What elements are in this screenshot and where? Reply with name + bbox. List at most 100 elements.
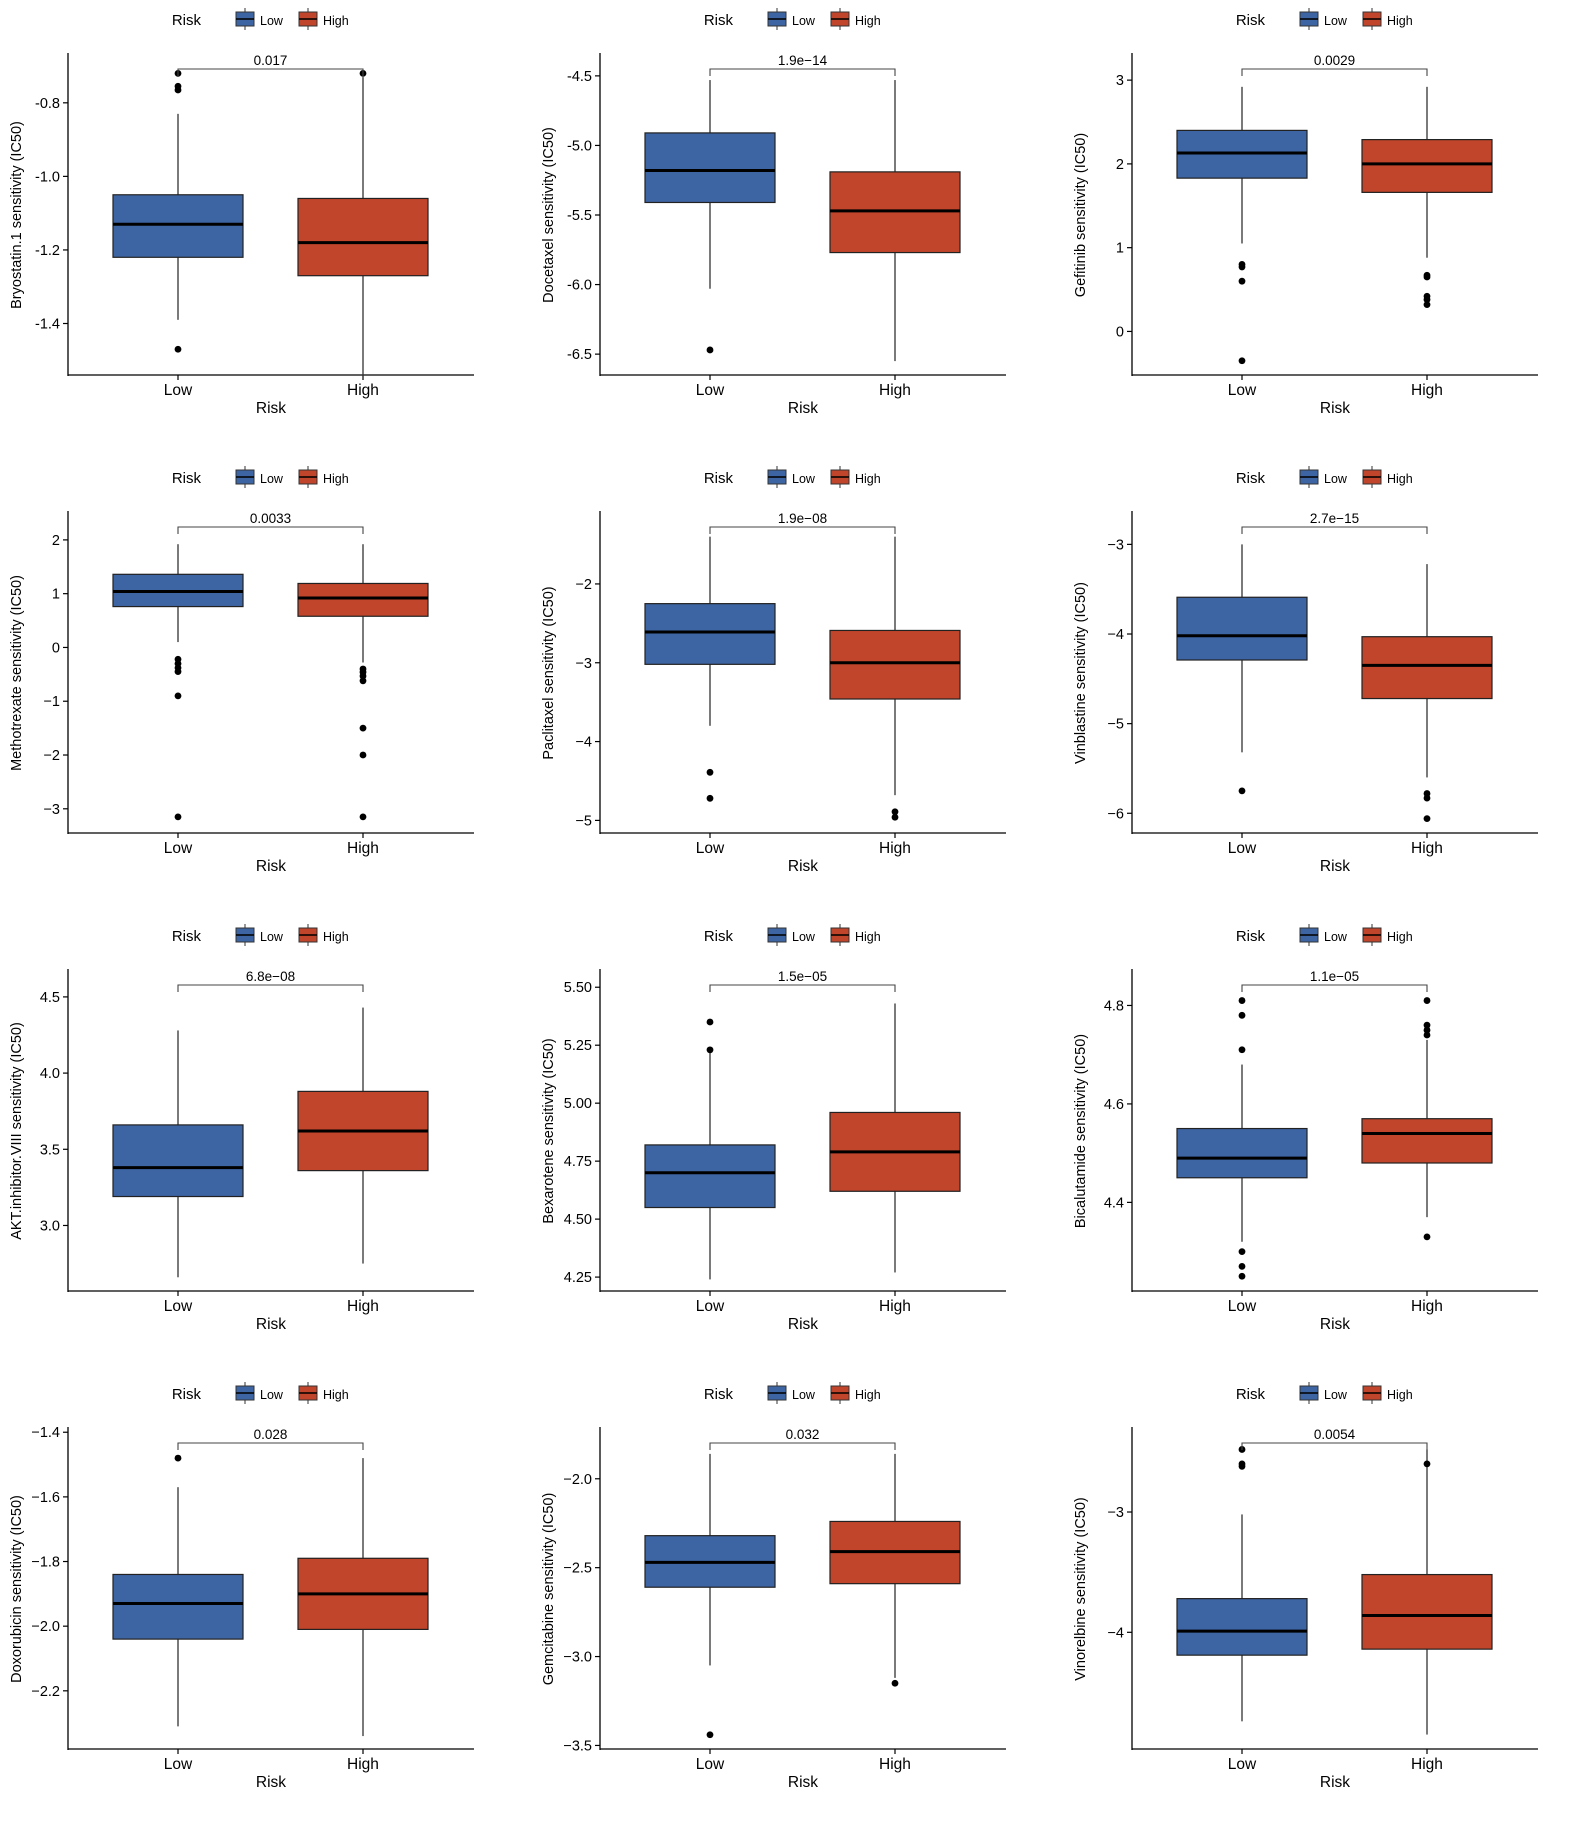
legend-label-high: High <box>323 14 349 28</box>
legend-title: Risk <box>172 12 202 29</box>
legend-key-low <box>235 8 255 30</box>
box-high <box>829 536 961 821</box>
iqr-box <box>112 1573 244 1640</box>
x-tick-label-high: High <box>347 840 379 857</box>
outlier-point <box>359 724 367 732</box>
outlier-point <box>706 1046 714 1054</box>
boxplot-svg: Risk Low High 2 1 0 −1 −2 −3 Methotrexate sensiti… <box>9 466 474 875</box>
x-axis-label: Risk <box>256 1316 286 1333</box>
legend-key-high <box>830 924 850 946</box>
outlier-point <box>891 1679 899 1687</box>
legend: Risk Low High <box>704 8 881 30</box>
x-tick-label-high: High <box>879 382 911 399</box>
iqr-box <box>1361 636 1493 700</box>
legend-title: Risk <box>1236 12 1266 29</box>
legend: Risk Low High <box>704 924 881 946</box>
outlier-point <box>1238 357 1246 365</box>
x-tick-label-low: Low <box>1228 1756 1257 1773</box>
box-low <box>1176 997 1308 1280</box>
significance-bracket <box>177 1442 364 1450</box>
significance-bracket <box>1241 984 1428 992</box>
y-tick-label: −3.5 <box>563 1738 592 1754</box>
y-tick-label: −4 <box>1107 627 1124 643</box>
significance-bracket <box>709 526 896 534</box>
box-low <box>112 1030 244 1278</box>
legend-key-low <box>235 466 255 488</box>
y-tick-label: -6.5 <box>567 347 592 363</box>
boxplot-svg: Risk Low High 4.5 4.0 3.5 3.0 AKT.inhibitor.VII… <box>9 924 474 1333</box>
iqr-box <box>297 582 429 617</box>
y-tick-label: 3.0 <box>40 1218 60 1234</box>
boxplot-svg: Risk Low High −2.0 −2.5 −3.0 −3.5 Gemcitabine s… <box>541 1382 1006 1791</box>
legend-key-high <box>298 924 318 946</box>
legend-label-low: Low <box>260 930 284 944</box>
box-high <box>297 544 429 821</box>
y-axis-label: Gemcitabine sensitivity (IC50) <box>541 1493 557 1686</box>
p-value-label: 0.0054 <box>1314 1427 1356 1442</box>
chart-panel: Risk Low High 4.8 4.6 4.4 Bicalutamide sensiti… <box>1064 916 1596 1374</box>
x-axis-label: Risk <box>788 858 818 875</box>
boxplot-svg: Risk Low High −2 −3 −4 −5 Paclitaxel sensitivit… <box>541 466 1006 875</box>
p-value-label: 0.028 <box>254 1427 288 1442</box>
legend-key-high <box>830 8 850 30</box>
box-low <box>112 544 244 821</box>
significance-bracket <box>709 68 896 76</box>
chart-panel: Risk Low High -0.8 -1.0 -1.2 -1.4 Bryostatin.1 … <box>0 0 532 458</box>
outlier-point <box>1423 1031 1431 1039</box>
chart-panel: Risk Low High 5.50 5.25 5.00 4.75 4.50 4.25 Bexar… <box>532 916 1064 1374</box>
chart-panel: Risk Low High 4.5 4.0 3.5 3.0 AKT.inhibitor.VII… <box>0 916 532 1374</box>
x-tick-label-high: High <box>347 1298 379 1315</box>
y-tick-label: 5.50 <box>564 980 592 996</box>
x-tick-label-low: Low <box>696 382 725 399</box>
y-tick-label: -1.0 <box>35 169 60 185</box>
y-tick-label: -5.0 <box>567 138 592 154</box>
legend: Risk Low High <box>1236 8 1413 30</box>
legend-key-low <box>767 8 787 30</box>
x-axis-label: Risk <box>788 1316 818 1333</box>
legend-label-high: High <box>855 930 881 944</box>
significance-bracket <box>1241 68 1428 76</box>
outlier-point <box>1238 787 1246 795</box>
chart-panel: Risk Low High −3 −4 −5 −6 Vinblastine sensitivi… <box>1064 458 1596 916</box>
legend-title: Risk <box>1236 1386 1266 1403</box>
y-tick-label: 4.6 <box>1104 1097 1124 1113</box>
x-tick-label-high: High <box>1411 382 1443 399</box>
significance-bracket <box>709 984 896 992</box>
x-tick-label-low: Low <box>696 840 725 857</box>
boxplot-svg: Risk Low High 4.8 4.6 4.4 Bicalutamide sensiti… <box>1073 924 1538 1333</box>
chart-panel: Risk Low High -4.5 -5.0 -5.5 -6.0 -6.5 Docetaxel… <box>532 0 1064 458</box>
outlier-point <box>1423 1233 1431 1241</box>
legend-title: Risk <box>172 1386 202 1403</box>
box-high <box>1361 564 1493 823</box>
p-value-label: 0.032 <box>786 1427 820 1442</box>
y-tick-label: 3.5 <box>40 1142 60 1158</box>
outlier-point <box>706 1018 714 1026</box>
box-low <box>1176 1446 1308 1722</box>
legend-label-low: Low <box>1324 472 1348 486</box>
legend-label-low: Low <box>260 472 284 486</box>
legend-title: Risk <box>1236 470 1266 487</box>
outlier-point <box>1423 815 1431 823</box>
iqr-box <box>1361 1573 1493 1650</box>
box-high <box>1361 1449 1493 1735</box>
p-value-label: 1.1e−05 <box>1310 969 1359 984</box>
legend-key-low <box>235 1382 255 1404</box>
legend-label-low: Low <box>1324 930 1348 944</box>
legend: Risk Low High <box>172 924 349 946</box>
outlier-point <box>174 692 182 700</box>
y-axis-label: Gefitinib sensitivity (IC50) <box>1073 133 1089 297</box>
x-tick-label-low: Low <box>1228 1298 1257 1315</box>
x-tick-label-low: Low <box>164 1298 193 1315</box>
boxplot-svg: Risk Low High 3 2 1 0 Gefitinib sensitivity (IC… <box>1073 8 1538 417</box>
bracket-line <box>1241 68 1428 76</box>
box-low <box>644 536 776 802</box>
x-axis-label: Risk <box>1320 1316 1350 1333</box>
boxplot-svg: Risk Low High −3 −4 −5 −6 Vinblastine sensitivi… <box>1073 466 1538 875</box>
chart-panel: Risk Low High −2.0 −2.5 −3.0 −3.5 Gemcitabine s… <box>532 1374 1064 1832</box>
legend-title: Risk <box>1236 928 1266 945</box>
legend-label-low: Low <box>260 14 284 28</box>
legend-key-high <box>1362 1382 1382 1404</box>
y-tick-label: −5 <box>1107 717 1124 733</box>
p-value-label: 1.9e−14 <box>778 53 828 68</box>
legend: Risk Low High <box>1236 1382 1413 1404</box>
